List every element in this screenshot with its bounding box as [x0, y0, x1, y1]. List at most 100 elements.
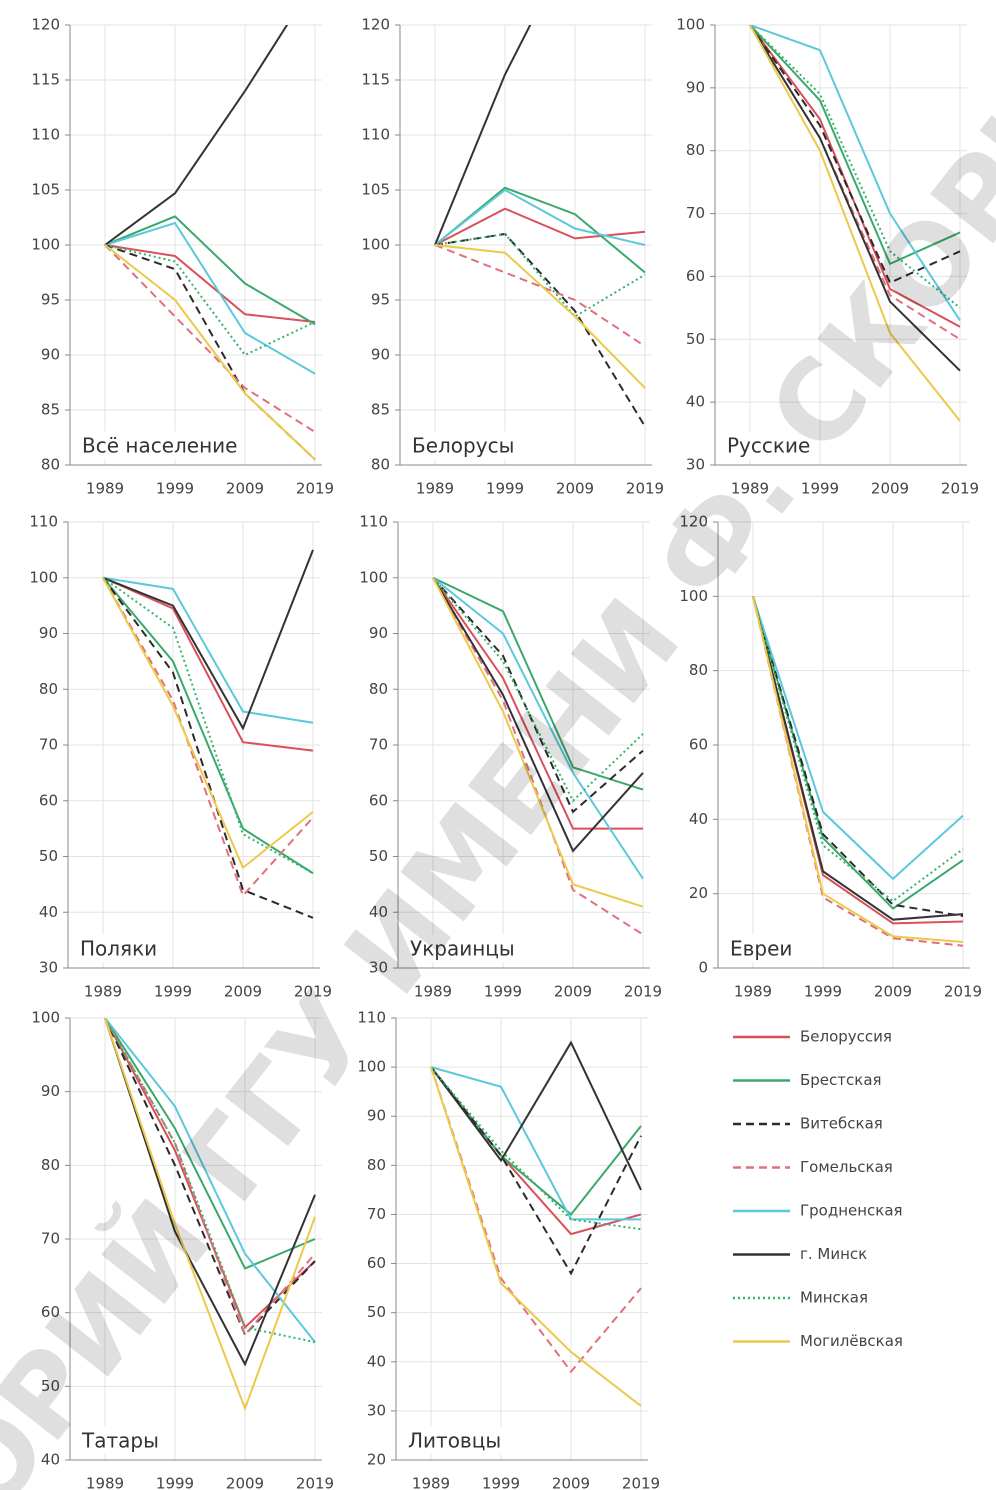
title-bg: [404, 1426, 506, 1455]
y-tick-label: 85: [371, 401, 390, 419]
x-tick-label: 1989: [84, 983, 122, 1001]
y-tick-label: 90: [369, 624, 388, 642]
title-bg: [726, 934, 797, 963]
y-tick-label: 40: [41, 1451, 60, 1469]
series-line: [104, 1018, 316, 1344]
x-tick-label: 2009: [224, 983, 262, 1001]
panel: 20 30 40 50 60 70 80 90 100 110 1989 1999 2009 2019 Ли…: [357, 1009, 660, 1490]
series-line: [752, 596, 964, 943]
panel: 40 50 60 70 80 90 100 1989 1999 2009 2019 Татары: [31, 1009, 334, 1490]
y-tick-label: 100: [359, 568, 388, 586]
panel: 80 85 90 95 100 105 110 115 120 1989 1999 2009 2019 Б…: [361, 16, 664, 498]
y-tick-label: 30: [369, 959, 388, 977]
y-tick-label: 110: [29, 513, 58, 531]
series-line: [104, 244, 316, 357]
series-line: [434, 188, 646, 246]
series-line: [430, 1066, 642, 1216]
series-line: [432, 576, 644, 880]
y-tick-label: 95: [41, 291, 60, 309]
title-bg: [78, 431, 242, 460]
y-tick-label: 85: [41, 401, 60, 419]
title-bg: [406, 934, 519, 963]
y-tick-label: 70: [686, 204, 705, 222]
legend-label: Могилёвская: [800, 1332, 903, 1350]
y-tick-label: 70: [369, 736, 388, 754]
legend-label: Белоруссия: [800, 1028, 892, 1046]
y-tick-label: 90: [367, 1107, 386, 1125]
title-bg: [723, 431, 815, 460]
y-tick-label: 100: [357, 1058, 386, 1076]
y-tick-label: 60: [367, 1254, 386, 1272]
legend-label: Гродненская: [800, 1202, 903, 1220]
series-line: [430, 1066, 642, 1276]
y-tick-label: 100: [31, 236, 60, 254]
y-tick-label: 70: [367, 1205, 386, 1223]
y-tick-label: 70: [39, 736, 58, 754]
y-tick-label: 100: [676, 16, 705, 34]
y-tick-label: 90: [41, 346, 60, 364]
series-line: [104, 244, 316, 323]
series-line: [104, 1018, 316, 1330]
panel-title: Поляки: [80, 937, 157, 961]
x-tick-label: 2019: [941, 480, 979, 498]
x-tick-label: 1999: [156, 1475, 194, 1490]
x-tick-label: 1989: [416, 480, 454, 498]
y-tick-label: 20: [689, 884, 708, 902]
series-line: [434, 186, 646, 274]
series-line: [430, 1040, 642, 1191]
x-tick-label: 2009: [552, 1475, 590, 1490]
y-tick-label: 110: [361, 126, 390, 144]
series-line: [102, 549, 314, 731]
series-line: [430, 1066, 642, 1231]
y-tick-label: 50: [367, 1303, 386, 1321]
y-tick-label: 30: [686, 456, 705, 474]
series-line: [749, 25, 961, 422]
legend-label: Гомельская: [800, 1158, 893, 1176]
series-line: [434, 244, 646, 348]
y-tick-label: 80: [689, 661, 708, 679]
y-tick-label: 40: [686, 393, 705, 411]
y-tick-label: 60: [41, 1303, 60, 1321]
legend-label: Брестская: [800, 1071, 882, 1089]
panel: 30 40 50 60 70 80 90 100 1989 1999 2009 2019 Русские: [676, 16, 979, 498]
series-line: [752, 596, 964, 881]
series-line: [104, 244, 316, 433]
series-line: [104, 1018, 316, 1412]
legend-label: Минская: [800, 1289, 868, 1307]
x-tick-label: 1999: [484, 983, 522, 1001]
title-bg: [77, 1426, 163, 1455]
y-tick-label: 80: [367, 1156, 386, 1174]
y-tick-label: 120: [679, 513, 708, 531]
x-tick-label: 2019: [294, 983, 332, 1001]
title-bg: [76, 934, 162, 963]
series-line: [430, 1066, 642, 1407]
series-line: [102, 576, 314, 724]
y-tick-label: 50: [39, 847, 58, 865]
series-line: [104, 244, 316, 461]
x-tick-label: 2019: [624, 983, 662, 1001]
panel-title: Литовцы: [408, 1429, 501, 1453]
x-tick-label: 2009: [556, 480, 594, 498]
x-tick-label: 1989: [86, 480, 124, 498]
x-tick-label: 2019: [944, 983, 982, 1001]
series-line: [432, 577, 644, 853]
legend-label: г. Минск: [800, 1245, 867, 1263]
y-tick-label: 60: [689, 736, 708, 754]
y-tick-label: 40: [367, 1352, 386, 1370]
series-line: [104, 1018, 316, 1270]
series-line: [102, 577, 314, 875]
series-line: [434, 25, 532, 246]
series-line: [432, 577, 643, 830]
x-tick-label: 1999: [804, 983, 842, 1001]
x-tick-label: 1989: [86, 1475, 124, 1490]
series-line: [102, 577, 314, 919]
y-tick-label: 100: [29, 568, 58, 586]
x-tick-label: 2019: [296, 480, 334, 498]
series-line: [104, 1018, 316, 1367]
y-tick-label: 80: [41, 1156, 60, 1174]
y-tick-label: 80: [41, 456, 60, 474]
y-tick-label: 50: [41, 1377, 60, 1395]
y-tick-label: 40: [369, 903, 388, 921]
series-line: [752, 596, 964, 903]
